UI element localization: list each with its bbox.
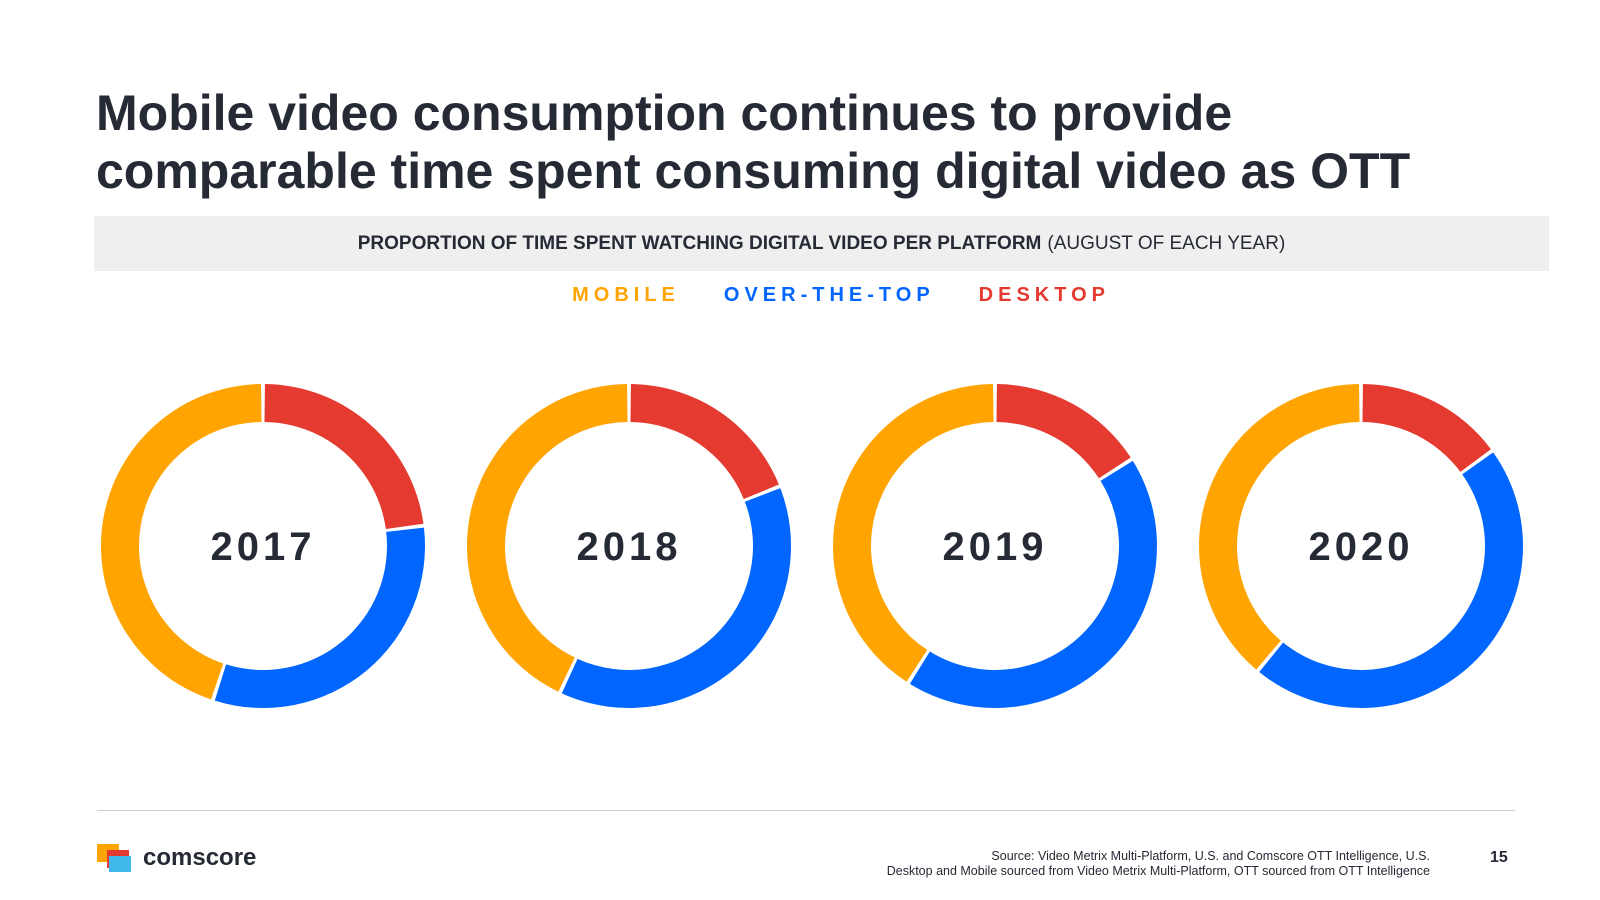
donut-2018-mobile-slice [467,384,628,692]
donut-2017-ott-slice [214,527,425,708]
donut-2017-desktop-slice [264,384,424,529]
donut-2019-desktop-slice [996,384,1131,479]
chart-legend: MOBILE OVER-THE-TOP DESKTOP [0,284,1110,307]
donut-2019-ott-slice [909,460,1157,708]
donut-2020-ott-slice [1259,452,1524,709]
legend-mobile: MOBILE [572,284,680,306]
title-line-1: Mobile video consumption continues to pr… [96,85,1233,141]
donut-year-label: 2018 [577,525,682,569]
source-line-1: Source: Video Metrix Multi-Platform, U.S… [991,849,1430,863]
title-line-2: comparable time spent consuming digital … [96,143,1411,199]
comscore-logo: comscore [97,844,256,872]
page-title: Mobile video consumption continues to pr… [96,84,1536,200]
donut-2018-desktop-slice [630,384,779,499]
donut-2018-ott-slice [561,488,791,708]
legend-ott: OVER-THE-TOP [723,284,935,306]
donut-2017-mobile-slice [101,384,262,700]
footer-divider [97,810,1515,811]
donut-year-label: 2019 [943,525,1048,569]
donut-year-label: 2017 [211,525,316,569]
donut-year-label: 2020 [1309,525,1414,569]
donut-2019-mobile-slice [832,384,994,682]
logo-text: comscore [143,844,257,871]
page-number: 15 [1490,849,1508,866]
source-note: Source: Video Metrix Multi-Platform, U.S… [887,849,1430,879]
chart-subtitle: PROPORTION OF TIME SPENT WATCHING DIGITA… [357,232,1042,254]
source-line-2: Desktop and Mobile sourced from Video Me… [886,864,1430,878]
donut-2020-desktop-slice [1362,384,1491,472]
chart-subtitle-note: (AUGUST OF EACH YEAR) [1047,232,1286,254]
comscore-logo-icon [97,844,131,872]
chart-subtitle-bar: PROPORTION OF TIME SPENT WATCHING DIGITA… [94,216,1549,271]
donut-2020-mobile-slice [1199,384,1360,670]
legend-desktop: DESKTOP [978,284,1110,306]
